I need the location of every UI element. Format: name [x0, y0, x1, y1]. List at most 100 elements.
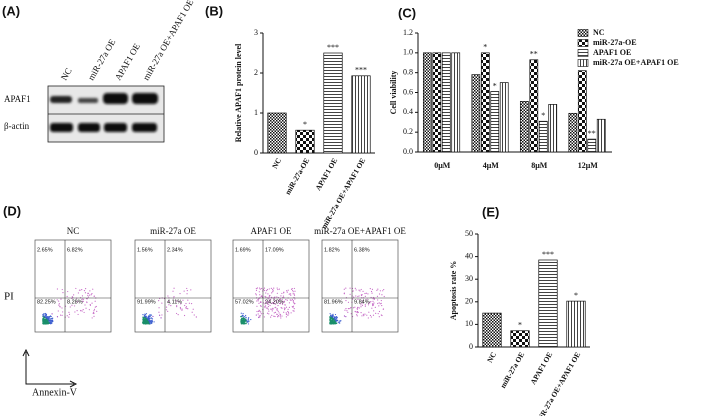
event-dot	[345, 316, 347, 318]
event-dot	[364, 305, 366, 307]
event-dot	[265, 296, 267, 298]
y-axis-title: Cell viability	[389, 71, 398, 115]
event-dot	[285, 298, 287, 301]
event-dot	[266, 288, 269, 291]
event-dot	[360, 304, 362, 306]
event-dot	[240, 315, 242, 318]
event-dot	[243, 316, 246, 318]
event-dot	[381, 294, 383, 296]
event-dot	[272, 291, 274, 293]
event-dot	[273, 287, 275, 289]
event-dot	[165, 309, 168, 311]
event-dot	[366, 298, 368, 300]
y-tick-label: 30	[465, 274, 473, 283]
x-tick-label: NC	[270, 156, 283, 170]
event-dot	[264, 289, 266, 292]
event-dot	[364, 304, 366, 306]
event-dot	[241, 314, 243, 317]
event-dot	[294, 290, 296, 292]
event-dot	[370, 290, 373, 293]
event-dot	[191, 311, 193, 313]
event-dot	[373, 310, 375, 312]
event-dot	[361, 302, 363, 304]
event-dot	[267, 298, 269, 300]
event-dot	[331, 320, 334, 322]
x-tick-label: NC	[485, 350, 498, 364]
event-dot	[332, 315, 334, 318]
event-dot	[277, 310, 279, 312]
event-dot	[353, 296, 355, 298]
event-dot	[356, 315, 358, 317]
event-dot	[364, 313, 366, 315]
event-dot	[148, 319, 150, 321]
event-dot	[259, 288, 261, 290]
event-dot	[361, 304, 364, 307]
significance-mark: ***	[327, 43, 339, 52]
event-dot	[283, 311, 285, 313]
x-tick-label: miR-27a-OE	[283, 156, 311, 196]
event-dot	[192, 308, 194, 310]
event-dot	[145, 313, 148, 315]
event-dot	[190, 302, 193, 305]
event-dot	[241, 319, 243, 321]
x-tick-label: 12μM	[578, 161, 599, 170]
event-dot	[68, 313, 71, 315]
event-dot	[181, 308, 183, 310]
event-dot	[44, 312, 47, 315]
event-dot	[261, 295, 263, 297]
bar	[451, 52, 461, 153]
event-dot	[292, 293, 294, 295]
event-dot	[373, 302, 375, 304]
event-dot	[77, 292, 79, 294]
event-dot	[293, 294, 296, 296]
event-dot	[293, 293, 295, 295]
event-dot	[273, 298, 275, 300]
band	[78, 123, 100, 132]
event-dot	[43, 313, 45, 315]
event-dot	[259, 305, 262, 307]
event-dot	[93, 312, 95, 315]
event-dot	[49, 322, 51, 324]
event-dot	[339, 322, 341, 324]
bar	[510, 330, 530, 348]
event-dot	[265, 301, 267, 303]
event-dot	[260, 313, 262, 315]
event-dot	[279, 303, 281, 305]
event-dot	[285, 312, 287, 314]
event-dot	[355, 311, 357, 313]
significance-mark: *	[541, 111, 545, 120]
event-dot	[281, 303, 284, 305]
axis-title: PI	[4, 291, 14, 303]
event-dot	[365, 292, 367, 294]
event-dot	[170, 305, 172, 307]
event-dot	[51, 322, 53, 324]
event-dot	[292, 299, 294, 302]
event-dot	[287, 289, 289, 291]
event-dot	[44, 321, 46, 323]
event-dot	[150, 320, 152, 322]
event-dot	[245, 319, 247, 321]
event-dot	[248, 320, 250, 322]
event-dot	[278, 312, 280, 314]
event-dot	[257, 313, 259, 315]
event-dot	[82, 308, 84, 311]
event-dot	[293, 303, 296, 305]
event-dot	[270, 316, 272, 318]
event-dot	[335, 322, 337, 324]
event-dot	[256, 300, 258, 302]
event-dot	[383, 288, 385, 291]
event-dot	[352, 298, 354, 300]
event-dot	[142, 317, 144, 319]
event-dot	[284, 304, 286, 306]
event-dot	[357, 298, 359, 300]
event-dot	[367, 302, 370, 304]
event-dot	[144, 322, 146, 325]
event-dot	[248, 317, 250, 319]
y-tick-label: 10	[465, 319, 473, 328]
event-dot	[84, 288, 87, 290]
event-dot	[148, 315, 151, 318]
y-tick-label: 40	[465, 251, 473, 260]
event-dot	[350, 313, 352, 315]
event-dot	[93, 310, 95, 312]
